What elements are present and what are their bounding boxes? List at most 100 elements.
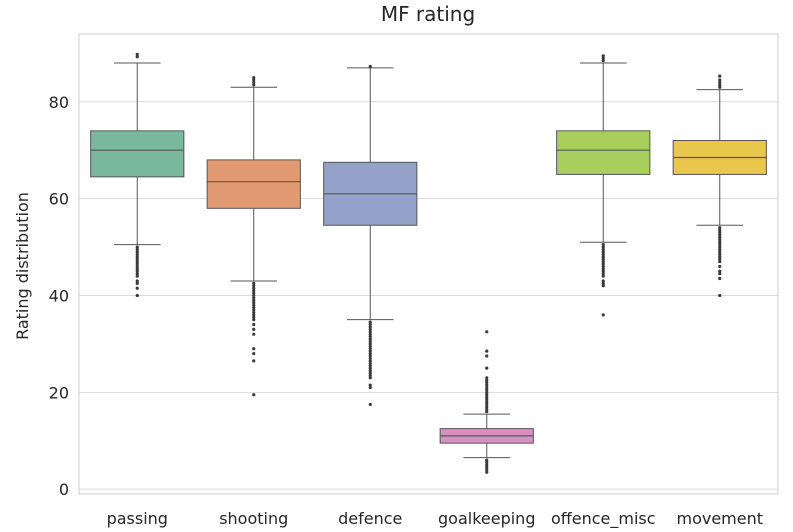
outlier-offence_misc-18 bbox=[601, 59, 605, 63]
x-tick-label-defence: defence bbox=[338, 509, 402, 528]
outlier-defence-11 bbox=[368, 356, 372, 361]
outlier-shooting-17 bbox=[252, 293, 256, 298]
outlier-offence_misc-4 bbox=[601, 274, 605, 278]
box-passing bbox=[90, 130, 185, 178]
outlier-defence-21 bbox=[368, 332, 372, 336]
box-group-shooting bbox=[206, 75, 301, 397]
outlier-defence-5 bbox=[368, 371, 372, 375]
outlier-offence_misc-19 bbox=[601, 56, 605, 60]
outlier-shooting-9 bbox=[252, 313, 256, 317]
outlier-movement-15 bbox=[718, 235, 722, 239]
outlier-shooting-19 bbox=[252, 289, 256, 293]
outlier-defence-7 bbox=[368, 366, 372, 370]
box-group-defence bbox=[323, 64, 418, 407]
box-shooting bbox=[206, 159, 301, 209]
outlier-goalkeeping-16 bbox=[485, 385, 489, 390]
outlier-shooting-7 bbox=[252, 318, 256, 322]
outlier-shooting-14 bbox=[252, 301, 256, 305]
outlier-goalkeeping-9 bbox=[485, 402, 489, 407]
outlier-shooting-3 bbox=[252, 347, 256, 351]
box-group-offence_misc bbox=[556, 54, 651, 317]
outlier-movement-17 bbox=[718, 230, 722, 235]
outlier-offence_misc-7 bbox=[601, 267, 605, 271]
outlier-shooting-15 bbox=[252, 298, 256, 302]
x-tick-labels: passing shooting defence goalkeeping offence… bbox=[107, 509, 763, 529]
y-axis-label: Rating distribution bbox=[13, 192, 32, 340]
y-tick-label-0: 0 bbox=[59, 480, 69, 499]
outlier-offence_misc-13 bbox=[601, 252, 605, 256]
outlier-movement-13 bbox=[718, 240, 722, 244]
outlier-movement-18 bbox=[718, 228, 722, 232]
outlier-shooting-26 bbox=[252, 75, 256, 80]
outlier-movement-16 bbox=[718, 233, 722, 237]
outlier-shooting-20 bbox=[252, 286, 256, 290]
outlier-passing-5 bbox=[135, 272, 139, 276]
chart-title: MF rating bbox=[381, 2, 475, 26]
outlier-defence-3 bbox=[368, 376, 372, 380]
outlier-shooting-2 bbox=[252, 351, 256, 356]
outlier-movement-6 bbox=[718, 257, 722, 261]
outlier-movement-22 bbox=[718, 80, 722, 85]
outlier-movement-20 bbox=[718, 85, 722, 89]
outlier-movement-4 bbox=[718, 264, 722, 269]
outlier-offence_misc-15 bbox=[601, 247, 605, 252]
outlier-passing-4 bbox=[135, 274, 139, 278]
outlier-offence_misc-10 bbox=[601, 259, 605, 264]
outlier-defence-26 bbox=[368, 320, 372, 324]
outlier-defence-13 bbox=[368, 351, 372, 356]
outlier-defence-16 bbox=[368, 344, 372, 348]
x-tick-label-passing: passing bbox=[107, 509, 168, 528]
outlier-offence_misc-11 bbox=[601, 257, 605, 261]
outlier-offence_misc-5 bbox=[601, 272, 605, 276]
outlier-goalkeeping-10 bbox=[485, 400, 489, 404]
outlier-passing-12 bbox=[135, 255, 139, 259]
outlier-shooting-13 bbox=[252, 303, 256, 307]
x-tick-label-movement: movement bbox=[676, 509, 763, 528]
outlier-offence_misc-17 bbox=[601, 243, 605, 247]
outlier-movement-7 bbox=[718, 255, 722, 259]
outlier-passing-6 bbox=[135, 269, 139, 273]
outlier-goalkeeping-19 bbox=[485, 378, 489, 382]
outlier-passing-16 bbox=[135, 245, 139, 249]
outlier-shooting-0 bbox=[252, 393, 256, 397]
outlier-movement-0 bbox=[718, 293, 722, 298]
outlier-offence_misc-2 bbox=[601, 281, 605, 285]
outlier-movement-24 bbox=[718, 74, 722, 78]
outlier-goalkeeping-7 bbox=[485, 407, 489, 411]
outlier-goalkeeping-1 bbox=[485, 468, 489, 472]
outlier-defence-20 bbox=[368, 335, 372, 339]
outlier-passing-13 bbox=[135, 252, 139, 256]
outlier-goalkeeping-13 bbox=[485, 393, 489, 397]
outlier-defence-19 bbox=[368, 337, 372, 341]
outlier-goalkeeping-3 bbox=[485, 463, 489, 467]
y-tick-label-20: 20 bbox=[49, 383, 69, 402]
outlier-passing-9 bbox=[135, 262, 139, 266]
x-tick-label-goalkeeping: goalkeeping bbox=[438, 509, 535, 528]
outlier-offence_misc-8 bbox=[601, 264, 605, 269]
outlier-offence_misc-14 bbox=[601, 250, 605, 254]
box-group-goalkeeping bbox=[439, 330, 534, 474]
outlier-shooting-8 bbox=[252, 315, 256, 319]
outlier-offence_misc-12 bbox=[601, 255, 605, 259]
outlier-passing-18 bbox=[135, 52, 139, 56]
outlier-movement-8 bbox=[718, 252, 722, 256]
outlier-passing-11 bbox=[135, 257, 139, 261]
outlier-goalkeeping-20 bbox=[485, 376, 489, 380]
outlier-shooting-24 bbox=[252, 80, 256, 85]
box-group-passing bbox=[90, 52, 185, 298]
outlier-offence_misc-3 bbox=[601, 279, 605, 283]
outlier-defence-8 bbox=[368, 364, 372, 368]
grid-lines bbox=[79, 101, 778, 490]
outlier-defence-25 bbox=[368, 322, 372, 327]
outlier-movement-14 bbox=[718, 238, 722, 242]
outlier-goalkeeping-5 bbox=[485, 458, 489, 462]
outlier-passing-0 bbox=[135, 293, 139, 298]
outlier-shooting-10 bbox=[252, 310, 256, 315]
y-tick-label-80: 80 bbox=[49, 93, 69, 112]
outlier-shooting-6 bbox=[252, 322, 256, 327]
box-offence_misc bbox=[556, 130, 651, 175]
outlier-passing-1 bbox=[135, 286, 139, 290]
outlier-passing-15 bbox=[135, 247, 139, 252]
outlier-defence-17 bbox=[368, 342, 372, 346]
